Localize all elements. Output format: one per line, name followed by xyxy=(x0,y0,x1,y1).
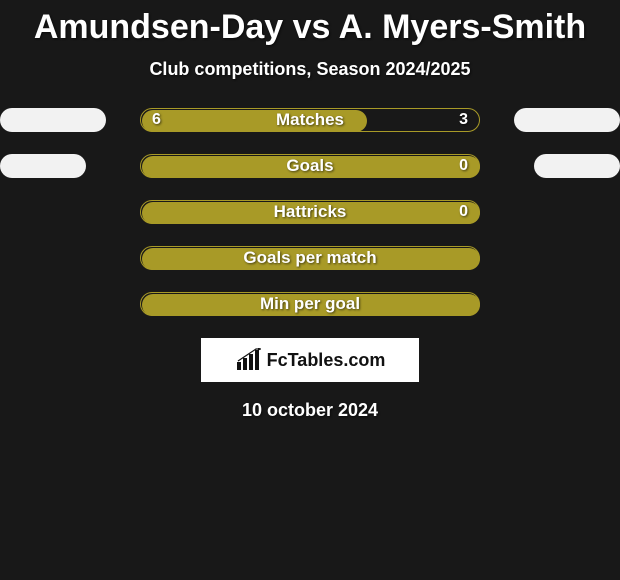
stat-value-left: 6 xyxy=(152,111,161,129)
page-title: Amundsen-Day vs A. Myers-Smith xyxy=(0,8,620,47)
chart-icon xyxy=(235,348,263,372)
player-left-pill xyxy=(0,154,86,178)
stat-row: Matches6 3 xyxy=(0,108,620,132)
comparison-container: Amundsen-Day vs A. Myers-Smith Club comp… xyxy=(0,0,620,580)
player-right-pill xyxy=(534,154,620,178)
stats-list: Matches63Goals0Hattricks0Goals per match… xyxy=(0,108,620,316)
stat-value-right: 3 xyxy=(459,111,468,129)
stat-label: Goals per match xyxy=(140,248,480,268)
stat-label: Min per goal xyxy=(140,294,480,314)
player-left-pill xyxy=(0,108,106,132)
stat-row: Hattricks0 xyxy=(0,200,620,224)
stat-value-right: 0 xyxy=(459,157,468,175)
fctables-logo[interactable]: FcTables.com xyxy=(201,338,419,382)
date-text: 10 october 2024 xyxy=(0,400,620,421)
stat-row: Goals per match xyxy=(0,246,620,270)
stat-label: Goals xyxy=(140,156,480,176)
player-right-pill xyxy=(514,108,620,132)
stat-value-right: 0 xyxy=(459,203,468,221)
stat-row: Min per goal xyxy=(0,292,620,316)
stat-row: Goals0 xyxy=(0,154,620,178)
stat-label: Matches xyxy=(140,110,480,130)
stat-label: Hattricks xyxy=(140,202,480,222)
page-subtitle: Club competitions, Season 2024/2025 xyxy=(0,59,620,80)
logo-text: FcTables.com xyxy=(267,350,386,371)
